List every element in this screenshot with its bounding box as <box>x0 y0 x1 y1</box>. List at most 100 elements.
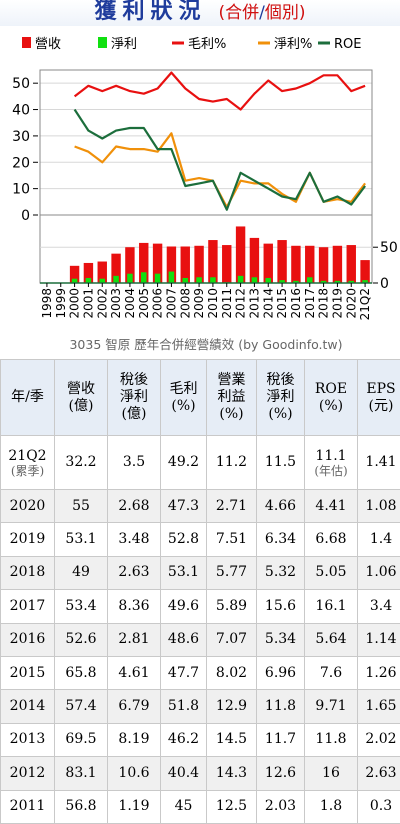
y-tick-label: 20 <box>12 155 30 171</box>
cell-value: 48.6 <box>161 631 206 648</box>
revenue-bar <box>250 238 259 283</box>
cell-period: 2018 <box>1 556 55 589</box>
cell-roe: 9.71 <box>305 690 358 723</box>
x-tick-label: 2010 <box>206 288 220 319</box>
cell-value: 53.4 <box>55 598 107 615</box>
cell-roe: 5.05 <box>305 556 358 589</box>
net-income-bar <box>113 276 119 283</box>
chart-caption: 3035 智原 歷年合併經營績效 (by Goodinfo.tw) <box>69 337 342 352</box>
cell-value: 11.8 <box>257 698 304 715</box>
cell-value: 1.26 <box>358 665 400 682</box>
cell-value: 5.89 <box>207 598 256 615</box>
cell-value: 2013 <box>1 731 54 748</box>
cell-value: 53.1 <box>161 564 206 581</box>
y-tick-label: 50 <box>380 240 398 256</box>
cell-eps: 1.06 <box>358 556 400 589</box>
cell-value: 11.2 <box>207 454 256 471</box>
cell-period: 2013 <box>1 723 55 756</box>
cell-op-margin: 5.89 <box>207 590 257 623</box>
y-tick-label: 0 <box>21 208 30 224</box>
cell-net-income: 3.5 <box>108 436 161 490</box>
cell-value: 2.03 <box>257 798 304 815</box>
cell-eps: 1.4 <box>358 523 400 556</box>
cell-value: 55 <box>55 498 107 515</box>
cell-roe: 4.41 <box>305 490 358 523</box>
x-tick-label: 2005 <box>137 288 151 319</box>
column-header-text: 營收 <box>55 381 107 398</box>
cell-value: 5.05 <box>305 564 357 581</box>
cell-value: 12.6 <box>257 765 304 782</box>
column-header: 稅後淨利(%) <box>257 360 305 436</box>
x-tick-label: 21Q2 <box>358 288 372 320</box>
cell-net-margin: 2.03 <box>257 790 305 823</box>
cell-roe: 11.8 <box>305 723 358 756</box>
cell-roe: 1.8 <box>305 790 358 823</box>
cell-period: 2014 <box>1 690 55 723</box>
cell-value: 45 <box>161 798 206 815</box>
cell-value: 4.61 <box>108 665 160 682</box>
cell-value: 2014 <box>1 698 54 715</box>
cell-period: 21Q2(累季) <box>1 436 55 490</box>
cell-roe: 5.64 <box>305 623 358 656</box>
cell-value: 7.51 <box>207 531 256 548</box>
cell-value: 7.6 <box>305 665 357 682</box>
cell-gross-margin: 47.7 <box>161 656 207 689</box>
column-header: 營收(億) <box>55 360 108 436</box>
revenue-bar <box>347 245 356 283</box>
net-income-bar <box>141 272 147 283</box>
cell-eps: 2.63 <box>358 757 400 790</box>
cell-net-income: 1.19 <box>108 790 161 823</box>
cell-value: 47.7 <box>161 665 206 682</box>
net-income-bar <box>127 274 133 283</box>
column-header-text: 稅後 <box>257 372 304 389</box>
cell-value: 1.4 <box>358 531 400 548</box>
cell-value: 2012 <box>1 765 54 782</box>
cell-gross-margin: 49.6 <box>161 590 207 623</box>
cell-value: 8.36 <box>108 598 160 615</box>
cell-value: 6.79 <box>108 698 160 715</box>
column-header-text: 毛利 <box>161 381 206 398</box>
y-tick-label: 50 <box>12 76 30 92</box>
cell-note: (累季) <box>1 465 54 478</box>
revenue-bar <box>236 226 245 283</box>
cell-eps: 1.14 <box>358 623 400 656</box>
individual-link[interactable]: 個別) <box>265 3 306 23</box>
x-tick-label: 1998 <box>40 288 54 319</box>
column-header-text: 營業 <box>207 372 256 389</box>
cell-op-margin: 2.71 <box>207 490 257 523</box>
cell-gross-margin: 40.4 <box>161 757 207 790</box>
legend-label: 營收 <box>35 37 61 52</box>
cell-net-margin: 4.66 <box>257 490 305 523</box>
cell-value: 2018 <box>1 564 54 581</box>
consolidated-link[interactable]: (合併 <box>219 3 260 23</box>
cell-value: 53.1 <box>55 531 107 548</box>
cell-net-income: 4.61 <box>108 656 161 689</box>
cell-value: 1.41 <box>358 454 400 471</box>
cell-eps: 0.3 <box>358 790 400 823</box>
cell-net-income: 2.81 <box>108 623 161 656</box>
cell-net-income: 2.63 <box>108 556 161 589</box>
y-tick-label: 0 <box>380 276 389 292</box>
cell-eps: 1.41 <box>358 436 400 490</box>
section-title: 獲利狀況 <box>94 0 206 24</box>
cell-value: 11.7 <box>257 731 304 748</box>
cell-value: 2017 <box>1 598 54 615</box>
cell-eps: 1.26 <box>358 656 400 689</box>
cell-value: 3.5 <box>108 454 160 471</box>
cell-net-margin: 15.6 <box>257 590 305 623</box>
x-tick-label: 2018 <box>317 288 331 319</box>
cell-gross-margin: 47.3 <box>161 490 207 523</box>
cell-value: 49.6 <box>161 598 206 615</box>
cell-value: 1.06 <box>358 564 400 581</box>
